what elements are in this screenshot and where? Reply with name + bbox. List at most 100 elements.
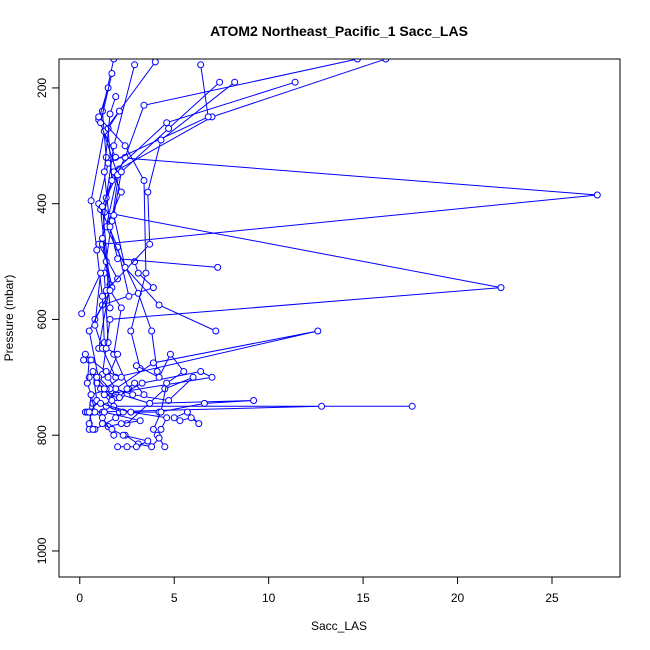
series-line bbox=[119, 394, 254, 413]
chart-title: ATOM2 Northeast_Pacific_1 Sacc_LAS bbox=[210, 23, 468, 39]
data-point bbox=[593, 191, 601, 199]
data-point bbox=[314, 327, 322, 335]
data-point bbox=[183, 408, 191, 416]
data-point bbox=[102, 368, 110, 375]
data-point bbox=[144, 437, 152, 445]
data-point bbox=[189, 373, 197, 381]
data-point bbox=[146, 399, 154, 407]
data-point bbox=[100, 385, 108, 393]
data-point bbox=[117, 304, 125, 312]
data-point bbox=[98, 234, 106, 242]
data-point bbox=[197, 61, 205, 69]
data-point bbox=[140, 391, 148, 399]
data-point bbox=[108, 425, 116, 433]
data-point bbox=[231, 78, 239, 86]
data-point bbox=[140, 177, 148, 184]
data-point bbox=[138, 379, 146, 387]
data-point bbox=[85, 373, 93, 381]
data-point bbox=[195, 420, 203, 428]
data-point bbox=[127, 327, 135, 335]
data-point bbox=[157, 408, 165, 416]
data-point bbox=[153, 368, 161, 375]
data-point bbox=[98, 414, 106, 422]
series-line bbox=[90, 61, 156, 343]
data-point bbox=[166, 350, 174, 358]
data-point bbox=[100, 168, 108, 176]
series-line bbox=[101, 81, 502, 375]
data-point bbox=[129, 391, 137, 399]
data-point bbox=[110, 431, 118, 439]
series-line bbox=[124, 434, 160, 448]
data-point bbox=[85, 327, 93, 335]
data-point bbox=[121, 142, 129, 150]
data-point bbox=[250, 397, 258, 404]
data-point bbox=[83, 379, 91, 387]
data-point bbox=[87, 197, 95, 205]
data-point bbox=[114, 350, 122, 358]
data-point bbox=[114, 443, 122, 451]
x-tick-label: 0 bbox=[76, 591, 83, 605]
series-18 bbox=[87, 368, 416, 416]
data-point bbox=[132, 362, 140, 370]
data-point bbox=[115, 394, 123, 402]
x-axis: 0 5 10 15 20 25 bbox=[76, 576, 559, 605]
x-tick-label: 10 bbox=[262, 591, 276, 605]
data-point bbox=[163, 119, 171, 127]
data-point bbox=[98, 420, 106, 428]
series-10 bbox=[102, 78, 239, 294]
plot-area bbox=[78, 59, 601, 451]
data-point bbox=[212, 327, 220, 335]
data-point bbox=[98, 292, 106, 300]
data-point bbox=[89, 368, 97, 375]
data-point bbox=[131, 61, 139, 69]
data-point bbox=[106, 304, 114, 312]
data-point bbox=[163, 379, 171, 387]
data-point bbox=[163, 414, 171, 422]
series-line bbox=[101, 110, 130, 390]
data-point bbox=[214, 263, 222, 271]
data-point bbox=[93, 246, 101, 254]
data-point bbox=[80, 356, 88, 364]
data-point bbox=[148, 443, 156, 451]
data-point bbox=[204, 113, 212, 121]
plot-frame bbox=[58, 58, 621, 578]
data-point bbox=[149, 425, 157, 433]
data-point bbox=[112, 385, 120, 393]
data-point bbox=[104, 373, 112, 381]
data-point bbox=[106, 110, 114, 118]
data-point bbox=[112, 93, 120, 101]
data-point bbox=[123, 385, 131, 393]
data-point bbox=[117, 168, 125, 176]
y-tick-label: 200 bbox=[35, 78, 49, 98]
data-point bbox=[208, 373, 216, 381]
series-line bbox=[103, 59, 386, 343]
y-axis-label: Pressure (mbar) bbox=[2, 275, 16, 362]
data-point bbox=[102, 344, 110, 352]
x-axis-label: Sacc_LAS bbox=[311, 619, 367, 633]
data-point bbox=[155, 434, 163, 442]
y-tick-label: 800 bbox=[35, 425, 49, 445]
data-point bbox=[353, 59, 361, 63]
series-14 bbox=[100, 93, 222, 271]
y-tick-label: 400 bbox=[35, 193, 49, 213]
data-point bbox=[91, 321, 99, 329]
data-point bbox=[197, 368, 205, 375]
series-3 bbox=[95, 84, 601, 352]
data-point bbox=[110, 142, 118, 150]
data-point bbox=[144, 188, 152, 196]
data-point bbox=[149, 359, 157, 367]
data-point bbox=[148, 327, 156, 335]
series-line bbox=[98, 87, 598, 349]
data-point bbox=[121, 263, 129, 271]
data-point bbox=[149, 284, 157, 292]
data-point bbox=[408, 402, 416, 410]
data-point bbox=[117, 188, 125, 196]
data-point bbox=[108, 397, 116, 404]
data-point bbox=[127, 408, 135, 416]
data-point bbox=[97, 269, 105, 277]
series-line bbox=[98, 116, 147, 369]
y-tick-label: 600 bbox=[35, 309, 49, 329]
series-31 bbox=[80, 356, 125, 404]
data-point bbox=[98, 203, 106, 211]
data-point bbox=[140, 101, 148, 109]
